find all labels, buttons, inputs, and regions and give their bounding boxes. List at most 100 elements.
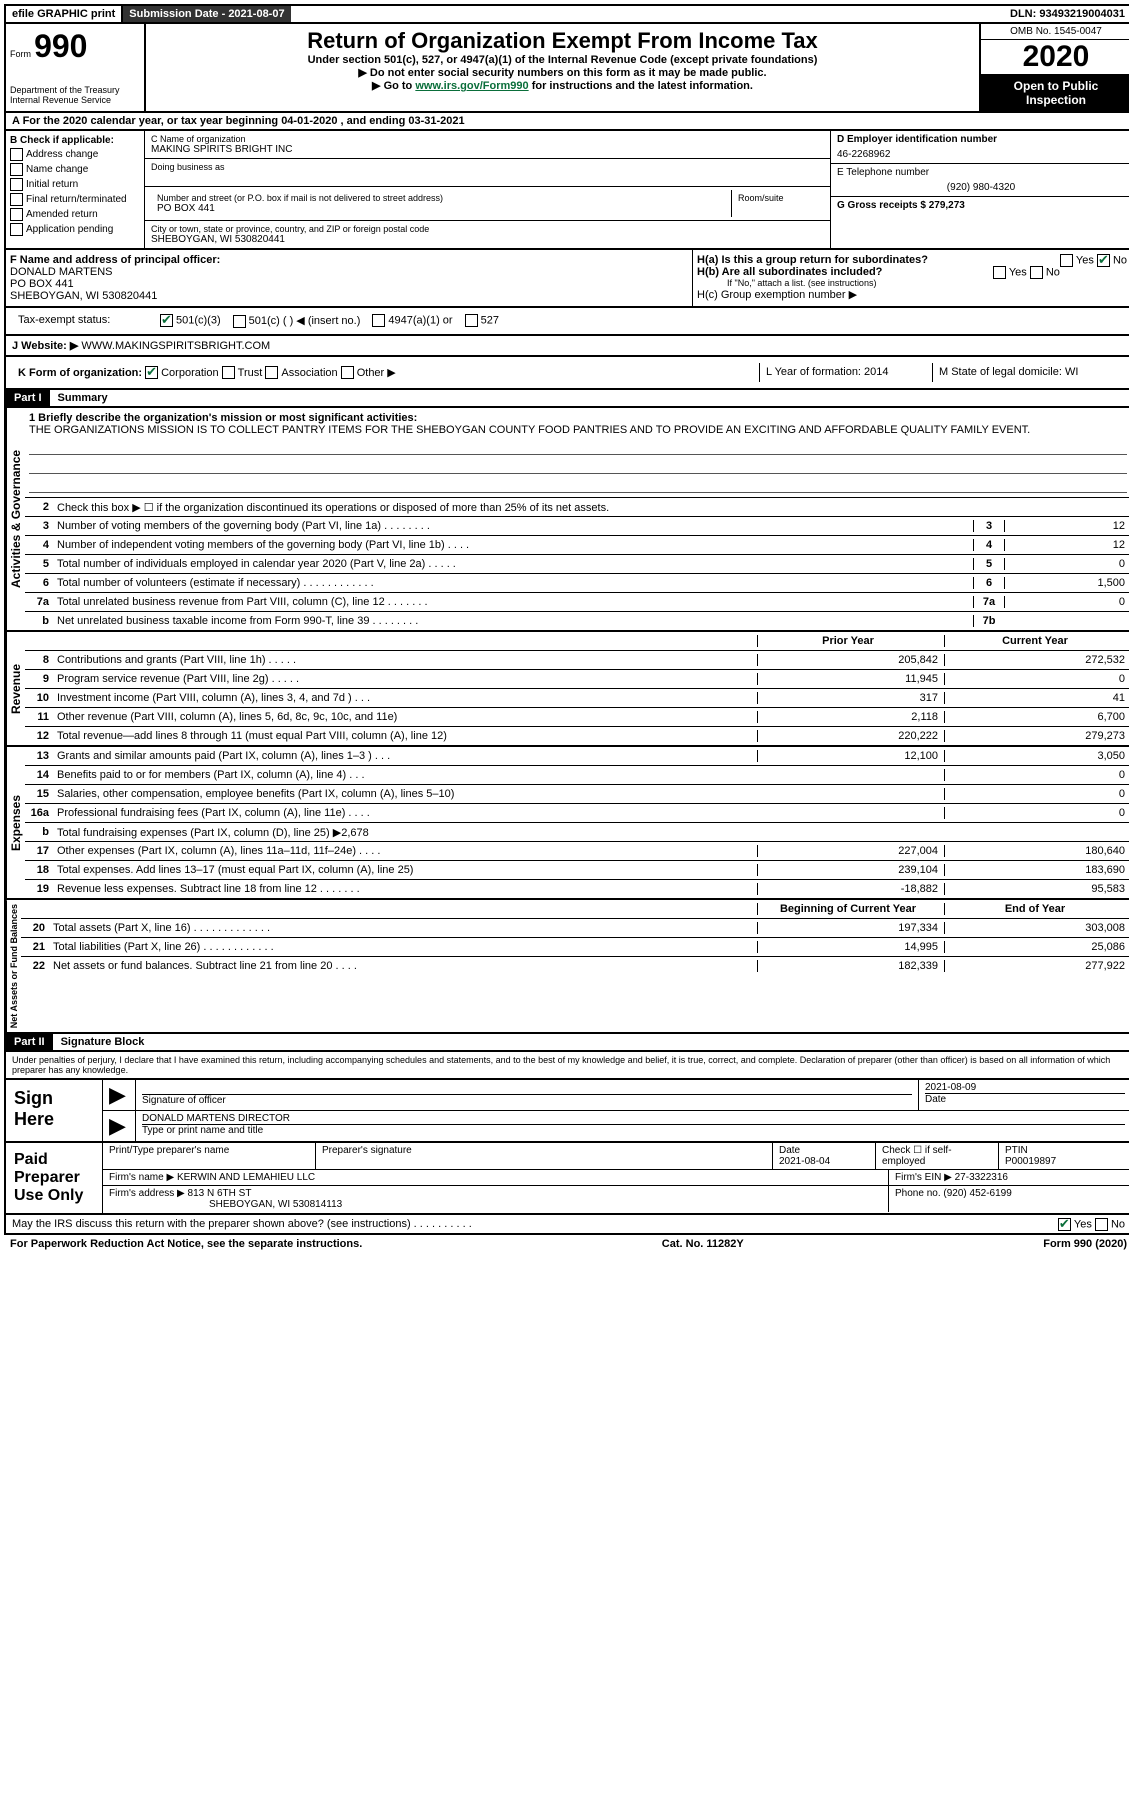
klm-row: K Form of organization: Corporation Trus… xyxy=(4,357,1129,391)
cb-initial-return[interactable]: Initial return xyxy=(10,178,140,191)
ptin-value: P00019897 xyxy=(1005,1156,1056,1167)
website-value: WWW.MAKINGSPIRITSBRIGHT.COM xyxy=(81,340,270,352)
k-label: K Form of organization: xyxy=(18,367,142,379)
ein-value: 46-2268962 xyxy=(837,149,1125,160)
subtitle-2: ▶ Do not enter social security numbers o… xyxy=(150,66,975,79)
hb-note: If "No," attach a list. (see instruction… xyxy=(697,278,1127,288)
cb-corporation[interactable] xyxy=(145,366,158,379)
form-ref: Form 990 (2020) xyxy=(1043,1238,1127,1250)
addr-label: Number and street (or P.O. box if mail i… xyxy=(157,193,725,203)
prior-year-header: Prior Year xyxy=(757,635,944,647)
table-row: 10 Investment income (Part VIII, column … xyxy=(25,689,1129,708)
hc-label: H(c) Group exemption number ▶ xyxy=(697,288,1127,301)
paid-preparer-label: Paid Preparer Use Only xyxy=(6,1143,103,1213)
org-name-label: C Name of organization xyxy=(151,134,824,144)
officer-name: DONALD MARTENS xyxy=(10,266,112,278)
table-row: b Total fundraising expenses (Part IX, c… xyxy=(25,823,1129,842)
cb-application-pending[interactable]: Application pending xyxy=(10,223,140,236)
prep-sig-label: Preparer's signature xyxy=(316,1143,773,1169)
officer-print-name: DONALD MARTENS DIRECTOR xyxy=(142,1113,1125,1124)
cb-other[interactable] xyxy=(341,366,354,379)
cb-501c3[interactable]: 501(c)(3) xyxy=(154,311,227,331)
box-f-label: F Name and address of principal officer: xyxy=(10,254,220,266)
dln-label: DLN: 93493219004031 xyxy=(1004,6,1129,22)
cb-association[interactable] xyxy=(265,366,278,379)
current-year-header: Current Year xyxy=(944,635,1129,647)
dept-label: Department of the Treasury Internal Reve… xyxy=(10,85,140,105)
cb-4947[interactable]: 4947(a)(1) or xyxy=(366,311,458,331)
form-number: 990 xyxy=(34,28,87,64)
firm-phone: (920) 452-6199 xyxy=(943,1188,1011,1199)
cb-trust[interactable] xyxy=(222,366,235,379)
officer-addr1: PO BOX 441 xyxy=(10,278,74,290)
i-label: Tax-exempt status: xyxy=(12,311,154,331)
table-row: 17 Other expenses (Part IX, column (A), … xyxy=(25,842,1129,861)
sign-here-label: Sign Here xyxy=(6,1080,103,1141)
top-bar: efile GRAPHIC print Submission Date - 20… xyxy=(4,4,1129,24)
table-row: 8 Contributions and grants (Part VIII, l… xyxy=(25,651,1129,670)
tax-period: A For the 2020 calendar year, or tax yea… xyxy=(4,113,1129,131)
discuss-row: May the IRS discuss this return with the… xyxy=(4,1215,1129,1235)
table-row: 7a Total unrelated business revenue from… xyxy=(25,593,1129,612)
cb-name-change[interactable]: Name change xyxy=(10,163,140,176)
table-row: 12 Total revenue—add lines 8 through 11 … xyxy=(25,727,1129,745)
org-address: PO BOX 441 xyxy=(157,203,725,214)
officer-addr2: SHEBOYGAN, WI 530820441 xyxy=(10,290,157,302)
tax-exempt-row: Tax-exempt status: 501(c)(3) 501(c) ( ) … xyxy=(4,308,1129,336)
form-header: Form 990 Department of the Treasury Inte… xyxy=(4,24,1129,113)
table-row: 14 Benefits paid to or for members (Part… xyxy=(25,766,1129,785)
table-row: 13 Grants and similar amounts paid (Part… xyxy=(25,747,1129,766)
l-year-formation: L Year of formation: 2014 xyxy=(759,363,932,383)
phone-label: E Telephone number xyxy=(837,167,1125,178)
prep-name-label: Print/Type preparer's name xyxy=(103,1143,316,1169)
fh-row: F Name and address of principal officer:… xyxy=(4,250,1129,308)
governance-label: Activities & Governance xyxy=(6,408,25,630)
efile-label: efile GRAPHIC print xyxy=(6,6,123,22)
expenses-section: Expenses 13 Grants and similar amounts p… xyxy=(4,747,1129,900)
phone-value: (920) 980-4320 xyxy=(837,182,1125,193)
line1-label: 1 Briefly describe the organization's mi… xyxy=(29,412,417,424)
netassets-section: Net Assets or Fund Balances Beginning of… xyxy=(4,900,1129,1034)
part2-header: Part II Signature Block xyxy=(4,1034,1129,1052)
cb-address-change[interactable]: Address change xyxy=(10,148,140,161)
city-label: City or town, state or province, country… xyxy=(151,224,824,234)
cb-final-return[interactable]: Final return/terminated xyxy=(10,193,140,206)
table-row: 4 Number of independent voting members o… xyxy=(25,536,1129,555)
prep-date: 2021-08-04 xyxy=(779,1156,830,1167)
open-inspection-badge: Open to Public Inspection xyxy=(981,75,1129,111)
irs-link[interactable]: www.irs.gov/Form990 xyxy=(415,80,528,92)
cb-501c[interactable]: 501(c) ( ) ◀ (insert no.) xyxy=(227,311,367,331)
table-row: 11 Other revenue (Part VIII, column (A),… xyxy=(25,708,1129,727)
cb-amended-return[interactable]: Amended return xyxy=(10,208,140,221)
org-name: MAKING SPIRITS BRIGHT INC xyxy=(151,144,824,155)
check-self-employed[interactable]: Check ☐ if self-employed xyxy=(876,1143,999,1169)
table-row: 15 Salaries, other compensation, employe… xyxy=(25,785,1129,804)
expenses-label: Expenses xyxy=(6,747,25,898)
ha-label: H(a) Is this a group return for subordin… xyxy=(697,254,1127,266)
hb-label: H(b) Are all subordinates included? Yes … xyxy=(697,266,1127,278)
box-d: D Employer identification number 46-2268… xyxy=(831,131,1129,248)
submission-date-button[interactable]: Submission Date - 2021-08-07 xyxy=(123,6,290,22)
type-print-label: Type or print name and title xyxy=(142,1124,1125,1136)
revenue-section: Revenue Prior Year Current Year 8 Contri… xyxy=(4,632,1129,747)
cb-527[interactable]: 527 xyxy=(459,311,505,331)
cb-discuss-no[interactable] xyxy=(1095,1218,1108,1231)
sign-here-section: Sign Here ▶ Signature of officer 2021-08… xyxy=(4,1080,1129,1143)
table-row: 19 Revenue less expenses. Subtract line … xyxy=(25,880,1129,898)
table-row: 18 Total expenses. Add lines 13–17 (must… xyxy=(25,861,1129,880)
table-row: 6 Total number of volunteers (estimate i… xyxy=(25,574,1129,593)
paid-preparer-section: Paid Preparer Use Only Print/Type prepar… xyxy=(4,1143,1129,1215)
governance-section: Activities & Governance 1 Briefly descri… xyxy=(4,408,1129,632)
dba-label: Doing business as xyxy=(151,162,824,172)
footer: For Paperwork Reduction Act Notice, see … xyxy=(4,1235,1129,1253)
revenue-label: Revenue xyxy=(6,632,25,745)
boy-header: Beginning of Current Year xyxy=(757,903,944,915)
sig-date: 2021-08-09 xyxy=(925,1082,1125,1093)
gross-receipts: G Gross receipts $ 279,273 xyxy=(837,200,965,211)
cb-discuss-yes[interactable] xyxy=(1058,1218,1071,1231)
sig-date-label: Date xyxy=(925,1093,1125,1105)
table-row: b Net unrelated business taxable income … xyxy=(25,612,1129,630)
ein-label: D Employer identification number xyxy=(837,134,997,145)
box-c: C Name of organization MAKING SPIRITS BR… xyxy=(145,131,831,248)
sig-officer-label: Signature of officer xyxy=(142,1094,912,1106)
